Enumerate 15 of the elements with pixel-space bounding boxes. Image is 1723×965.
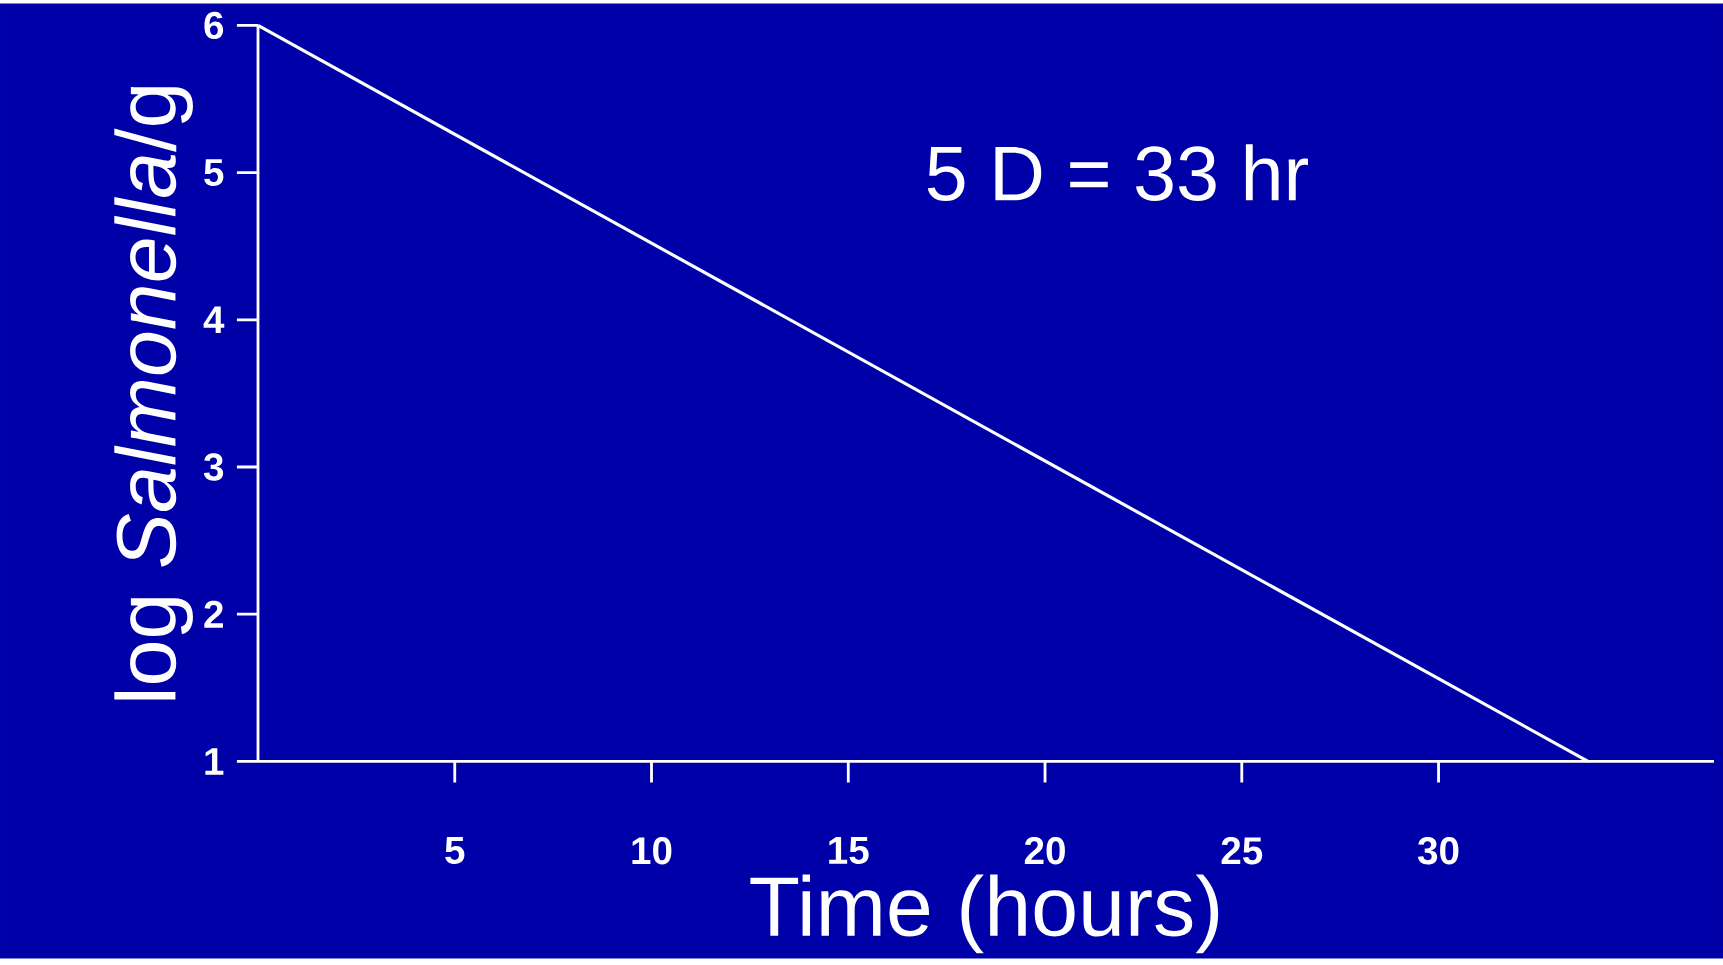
y-tick-label: 4 [203,306,225,334]
x-tick-label: 15 [829,837,869,865]
y-axis-title: log Salmonella/g [114,87,193,700]
y-tick-label: 5 [204,159,224,187]
x-tick-label: 5 [445,837,465,865]
x-tick-label: 10 [632,837,672,865]
x-tick-label: 30 [1417,837,1459,865]
x-tick-label: 20 [1024,837,1065,865]
y-tick-label: 1 [205,748,224,775]
annotation: 5 D = 33 hr [927,144,1309,202]
y-tick-label: 3 [203,453,224,481]
y-tick-label: 2 [204,600,223,628]
x-tick-label: 25 [1221,837,1263,865]
y-tick-label: 6 [204,11,224,40]
x-axis-title: Time (hours) [750,874,1219,954]
